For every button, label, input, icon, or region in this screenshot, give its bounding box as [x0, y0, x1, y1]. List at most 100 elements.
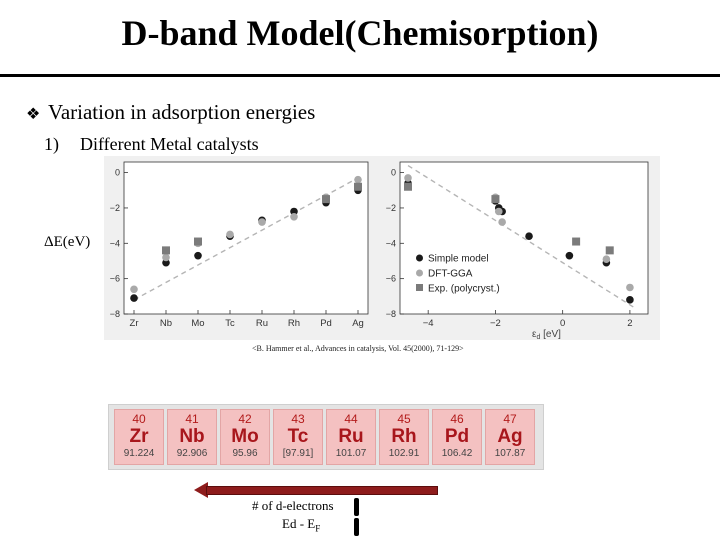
- right-x-tick-label: 0: [560, 318, 565, 329]
- left-x-tick-label: Ru: [256, 318, 268, 329]
- right-plot: 0 −2 −4 −6 −8 −4 −2 0 2 εd [eV] Simple model DFT-GG…: [386, 161, 649, 340]
- left-x-tick-label: Ag: [352, 318, 364, 329]
- data-point-simple: [194, 251, 202, 260]
- right-x-tick-label: −2: [490, 318, 501, 329]
- right-y-tick-label: −2: [386, 203, 396, 213]
- element-symbol: Mo: [231, 426, 259, 447]
- data-point-simple-model: [565, 251, 574, 260]
- data-point-simple: [130, 294, 138, 302]
- atomic-mass: 107.87: [494, 448, 526, 459]
- arrow-label-ed-ef: Ed - EF: [282, 516, 320, 534]
- element-cell-pd: 46 Pd 106.42: [432, 409, 482, 465]
- right-x-axis-label: εd [eV]: [532, 329, 561, 340]
- atomic-number: 41: [185, 412, 199, 426]
- title-divider: [0, 74, 720, 77]
- atomic-number: 44: [344, 412, 358, 426]
- left-x-tick-label: Tc: [225, 318, 235, 329]
- sub-number: 1): [44, 134, 59, 154]
- sub-point: 1) Different Metal catalysts: [44, 134, 259, 155]
- legend-marker-square: [416, 284, 423, 291]
- data-point-exp-polycryst--square: [491, 195, 500, 204]
- right-y-tick-label: −8: [386, 309, 396, 319]
- fermi-subscript: F: [315, 523, 321, 534]
- citation: <B. Hammer et al., Advances in catalysis…: [252, 344, 464, 353]
- element-symbol: Pd: [444, 426, 470, 447]
- diamond-bullet-icon: ❖: [26, 106, 41, 123]
- left-plot: 0 −2 −4 −6 −8 Zr Nb Mo Tc Ru Rh Pd Ag: [110, 161, 369, 329]
- element-cell-ru: 44 Ru 101.07: [326, 409, 376, 465]
- periodic-table-strip: 40 Zr 91.224 41 Nb 92.906 42 Mo 95.96 43 Tc [97.91]…: [108, 404, 544, 470]
- left-y-tick-label: −8: [110, 309, 120, 319]
- element-cell-rh: 45 Rh 102.91: [379, 409, 429, 465]
- ed-ef-text: Ed - E: [282, 516, 316, 531]
- right-legend: Simple model DFT-GGA Exp. (polycryst.): [416, 254, 500, 295]
- arrow-shaft: [206, 486, 438, 495]
- left-x-tick-label: Rh: [288, 318, 300, 329]
- bullet-line: ❖ Variation in adsorption energies: [26, 100, 315, 125]
- atomic-number: 43: [291, 412, 305, 426]
- data-point-simple: [162, 258, 170, 267]
- data-point-exp-square: [194, 237, 202, 246]
- decrease-bar-lower: [354, 518, 359, 536]
- element-symbol: Ru: [338, 426, 364, 447]
- element-cell-zr: 40 Zr 91.224: [114, 409, 164, 465]
- atomic-number: 40: [132, 412, 146, 426]
- left-x-tick-label: Pd: [320, 318, 332, 329]
- left-y-tick-label: 0: [115, 168, 120, 178]
- element-cell-nb: 41 Nb 92.906: [167, 409, 217, 465]
- right-x-tick-label: 2: [627, 318, 632, 329]
- left-y-tick-label: −6: [110, 274, 120, 284]
- atomic-mass: 91.224: [123, 448, 155, 459]
- element-symbol: Rh: [391, 426, 417, 447]
- data-point-dft-gga: [404, 174, 412, 182]
- right-y-tick-label: −4: [386, 238, 396, 248]
- data-point-simple-model: [525, 232, 533, 241]
- legend-entry: Simple model: [428, 254, 489, 265]
- left-fit-line: [133, 177, 359, 301]
- data-point-exp-square: [354, 182, 362, 191]
- legend-entry: DFT-GGA: [428, 269, 473, 280]
- data-point-simple-model: [626, 296, 634, 304]
- y-axis-label: ΔE(eV): [44, 234, 91, 250]
- left-y-tick-label: −4: [110, 238, 120, 248]
- atomic-number: 45: [397, 412, 411, 426]
- data-point-dft: [354, 175, 362, 184]
- decrease-bar-upper: [354, 498, 359, 516]
- atomic-mass: 92.906: [176, 448, 208, 459]
- arrow-label-d-electrons: # of d-electrons: [252, 498, 334, 513]
- legend-marker: [416, 254, 423, 262]
- atomic-number: 46: [450, 412, 464, 426]
- left-x-tick-label: Mo: [191, 318, 204, 329]
- element-symbol: Ag: [497, 426, 523, 447]
- atomic-mass: 95.96: [232, 448, 258, 459]
- atomic-mass: 102.91: [388, 448, 420, 459]
- data-point-dft-gga: [494, 207, 503, 216]
- data-point-dft: [226, 230, 234, 239]
- atomic-number: 47: [503, 412, 517, 426]
- left-x-tick-label: Zr: [130, 318, 139, 329]
- right-y-tick-label: 0: [391, 168, 396, 178]
- adsorption-energy-figure: 0 −2 −4 −6 −8 Zr Nb Mo Tc Ru Rh Pd Ag 0 −2 −4 −6 −8 −4 −2 0…: [104, 156, 660, 340]
- data-point-exp-polycryst--square: [404, 182, 412, 191]
- sub-text: Different Metal catalysts: [80, 134, 259, 154]
- data-point-dft-gga: [626, 283, 634, 292]
- left-arrow-icon: [194, 482, 208, 498]
- data-point-exp-polycryst--square: [572, 237, 581, 246]
- element-cell-mo: 42 Mo 95.96: [220, 409, 270, 465]
- data-point-exp-polycryst--square: [605, 246, 614, 255]
- element-cell-tc: 43 Tc [97.91]: [273, 409, 323, 465]
- atomic-mass: 101.07: [335, 448, 367, 459]
- left-y-tick-label: −2: [110, 203, 120, 213]
- left-x-tick-label: Nb: [160, 318, 172, 329]
- data-point-exp-square: [162, 246, 170, 255]
- right-x-tick-label: −4: [423, 318, 434, 329]
- atomic-number: 42: [238, 412, 252, 426]
- data-point-dft: [162, 253, 170, 262]
- atomic-mass: [97.91]: [282, 448, 314, 459]
- data-point-simple: [290, 207, 298, 216]
- data-point-dft: [290, 212, 298, 221]
- data-point-dft-gga: [602, 255, 611, 264]
- data-point-dft: [130, 285, 138, 294]
- element-symbol: Zr: [129, 426, 149, 447]
- element-symbol: Nb: [179, 426, 205, 447]
